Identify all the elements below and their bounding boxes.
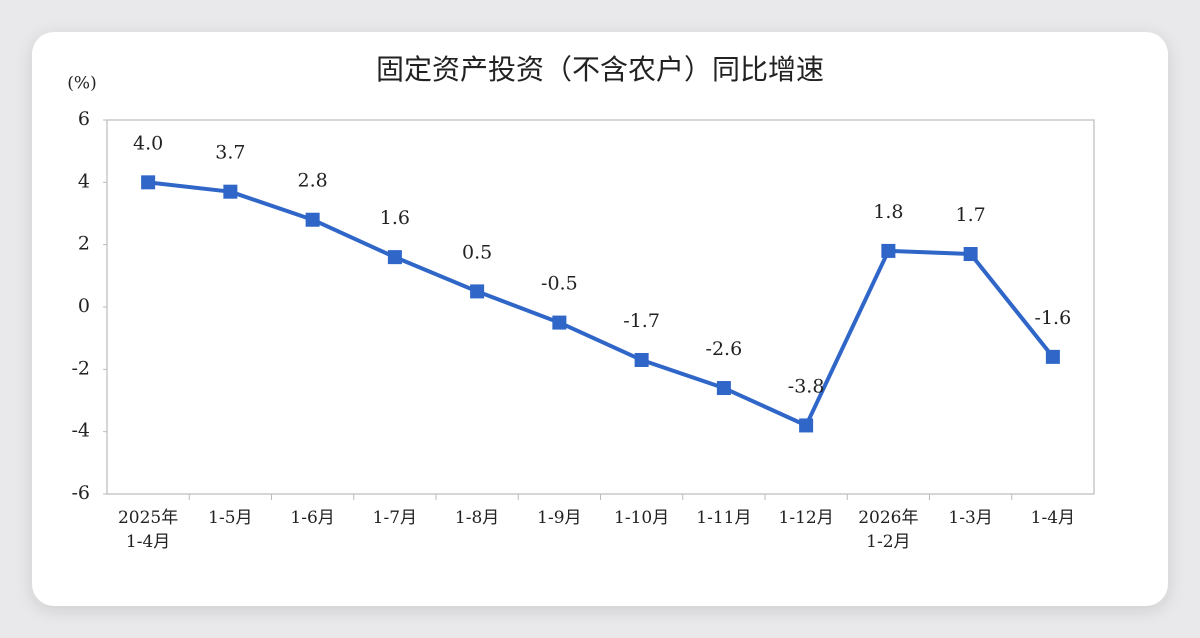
data-label: 1.7: [956, 204, 986, 226]
line: [147, 180, 1055, 428]
marker: [881, 243, 896, 258]
marker: [634, 352, 649, 367]
data-label: 1.8: [873, 201, 903, 223]
marker: [552, 315, 567, 330]
plot-frame: [106, 119, 1095, 495]
marker: [470, 284, 485, 299]
x-tick-label: 1-3月: [948, 508, 993, 528]
marker: [1045, 349, 1060, 364]
x-tick-label: 1-11月: [696, 508, 752, 528]
y-axis-label: (%): [67, 74, 96, 94]
y-tick-label: -2: [71, 357, 90, 379]
data-label: -3.8: [788, 375, 825, 397]
marker: [963, 247, 978, 262]
marker: [799, 418, 814, 433]
x-tick-label: 1-6月: [290, 508, 335, 528]
data-label: -2.6: [706, 338, 743, 360]
marker: [141, 175, 156, 190]
x-tick-label: 1-7月: [372, 508, 418, 528]
marker: [305, 212, 320, 227]
y-tick-label: 0: [78, 295, 90, 317]
data-label: 0.5: [462, 241, 492, 263]
y-tick-label: 4: [78, 170, 90, 192]
marker: [223, 184, 238, 199]
marker: [716, 381, 731, 396]
y-tick-label: -4: [71, 420, 90, 442]
x-tick-label: 1-12月: [778, 508, 834, 528]
y-tick-label: 6: [78, 108, 90, 130]
x-tick-label: 1-4月: [1030, 508, 1076, 528]
x-tick-label: 2025年 1-4月: [117, 508, 179, 552]
data-label: 3.7: [215, 142, 245, 164]
y-tick-label: 2: [78, 233, 90, 255]
x-tick-label: 1-5月: [208, 508, 253, 528]
chart-title: 固定资产投资（不含农户）同比增速: [376, 53, 824, 86]
data-label: -0.5: [541, 273, 578, 295]
x-tick-label: 1-10月: [614, 508, 670, 528]
data-label: 1.6: [380, 207, 410, 229]
marker: [387, 250, 402, 265]
x-tick-label: 1-8月: [454, 508, 500, 528]
data-label: 4.0: [133, 132, 163, 154]
data-label: 2.8: [298, 170, 328, 192]
data-label: -1.6: [1035, 307, 1072, 329]
y-tick-label: -6: [71, 482, 90, 504]
data-label: -1.7: [623, 310, 660, 332]
card: [32, 32, 1168, 606]
x-tick-label: 2026年 1-2月: [858, 508, 919, 552]
x-tick-label: 1-9月: [537, 508, 582, 528]
